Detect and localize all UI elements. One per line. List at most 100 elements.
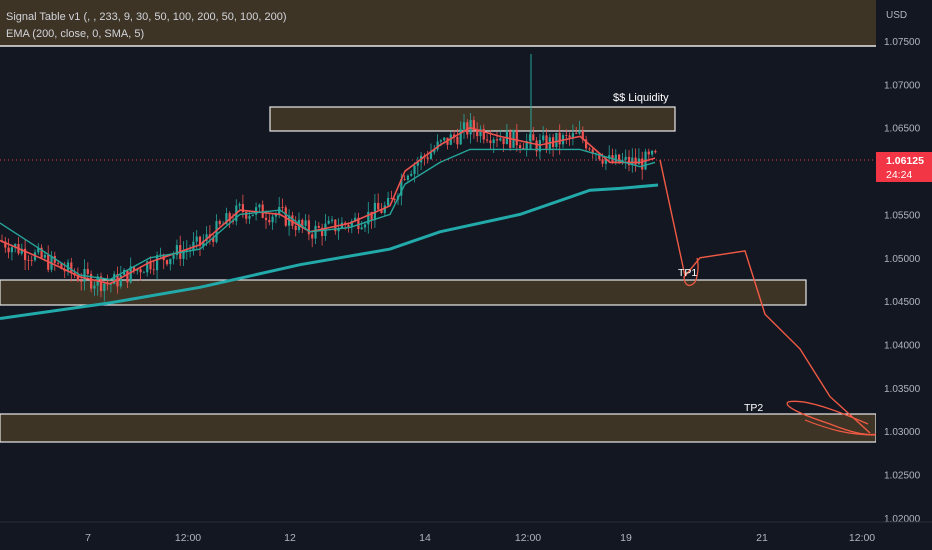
- candle-body: [499, 138, 502, 141]
- candle-body: [522, 148, 525, 150]
- candle-body: [241, 204, 244, 212]
- candle-body: [103, 283, 106, 292]
- candle-body: [542, 135, 545, 141]
- candle-body: [393, 199, 396, 200]
- candle-body: [495, 139, 499, 141]
- liquidity-zone[interactable]: [269, 106, 676, 132]
- candle-body: [588, 148, 591, 150]
- candle-body: [156, 255, 159, 271]
- candle-body: [413, 165, 416, 174]
- price-tick-label: 1.03000: [884, 427, 921, 438]
- candle-body: [30, 260, 33, 261]
- candle-body: [245, 212, 248, 219]
- candle-body: [24, 248, 27, 260]
- price-tick-label: 1.04500: [884, 297, 921, 308]
- candle-body: [502, 138, 505, 145]
- candle-body: [172, 255, 175, 259]
- support-zone-1[interactable]: [0, 279, 807, 306]
- candle-body: [598, 153, 601, 160]
- candle-body: [631, 157, 634, 166]
- candle-body: [80, 280, 83, 282]
- candle-body: [37, 247, 40, 253]
- projection-line: [659, 159, 871, 434]
- price-tick-label: 1.02000: [884, 514, 921, 525]
- candle-body: [459, 129, 462, 145]
- candle-body: [390, 198, 393, 199]
- candle-body: [426, 157, 429, 159]
- candle-body: [476, 130, 479, 137]
- candle-body: [321, 227, 324, 236]
- candle-body: [268, 220, 271, 223]
- candle-body: [152, 269, 155, 271]
- candle-body: [149, 261, 152, 270]
- candle-body: [357, 217, 360, 229]
- candle-body: [218, 221, 221, 225]
- indicator-legend-signal-table[interactable]: Signal Table v1 (, , 233, 9, 30, 50, 100…: [6, 11, 287, 23]
- candle-body: [311, 234, 314, 239]
- countdown-value: 24:24: [886, 169, 912, 181]
- candle-body: [439, 140, 442, 142]
- candle-body: [443, 137, 446, 141]
- price-tick-label: 1.05500: [884, 210, 921, 221]
- candle-body: [60, 263, 63, 269]
- candle-body: [165, 260, 169, 265]
- ema-fast-line: [0, 148, 656, 281]
- candle-body: [558, 132, 561, 145]
- candle-body: [585, 139, 588, 149]
- candle-body: [301, 219, 304, 226]
- candle-body: [314, 226, 317, 239]
- tp2-label: TP2: [744, 402, 763, 414]
- candle-body: [380, 209, 383, 213]
- candle-body: [347, 224, 350, 228]
- time-tick-label: 12:00: [175, 532, 201, 544]
- candle-body: [198, 236, 202, 246]
- candle-body: [43, 254, 46, 258]
- tp2-loop: [786, 400, 879, 436]
- candle-body: [363, 224, 367, 228]
- time-axis[interactable]: 7 12:00 12 14 12:00 19 21 12:00: [0, 521, 932, 544]
- candle-body: [608, 155, 611, 159]
- candle-body: [258, 204, 261, 208]
- indicator-legend-ema[interactable]: EMA (200, close, 0, SMA, 5): [6, 28, 144, 40]
- candle-body: [327, 220, 330, 224]
- candle-body: [248, 215, 251, 219]
- currency-label: USD: [886, 10, 907, 21]
- candle-body: [565, 135, 568, 136]
- current-price-tag: [876, 152, 932, 182]
- tp1-loop: [683, 257, 699, 287]
- price-axis[interactable]: USD 1.075001.070001.065001.060001.055001…: [876, 0, 932, 525]
- support-zone-2[interactable]: [0, 413, 877, 443]
- candle-body: [119, 274, 122, 287]
- candle-body: [528, 134, 532, 141]
- candle-body: [453, 134, 456, 137]
- candle-body: [337, 228, 340, 232]
- time-tick-label: 12:00: [515, 532, 541, 544]
- candle-body: [10, 247, 13, 253]
- candle-body: [238, 204, 241, 206]
- candle-body: [182, 250, 185, 259]
- candle-body: [169, 258, 172, 265]
- candle-body: [489, 140, 492, 144]
- candle-body: [7, 247, 10, 253]
- candle-body: [195, 236, 198, 242]
- candle-body: [367, 211, 370, 225]
- candle-body: [383, 205, 386, 213]
- candle-body: [532, 134, 535, 141]
- candle-body: [591, 149, 594, 154]
- candle-body: [641, 158, 644, 170]
- candle-body: [545, 135, 548, 150]
- candle-body: [555, 132, 558, 147]
- candle-body: [634, 157, 637, 165]
- candle-body: [70, 262, 73, 273]
- candle-body: [76, 275, 79, 281]
- candle-body: [334, 219, 337, 232]
- candle-body: [99, 276, 103, 292]
- price-tick-label: 1.07000: [884, 80, 921, 91]
- candle-body: [27, 259, 30, 261]
- candle-body: [291, 215, 294, 226]
- candle-body: [479, 129, 482, 137]
- liquidity-label: $$ Liquidity: [613, 92, 669, 104]
- candle-body: [433, 149, 436, 153]
- candle-body: [264, 217, 268, 220]
